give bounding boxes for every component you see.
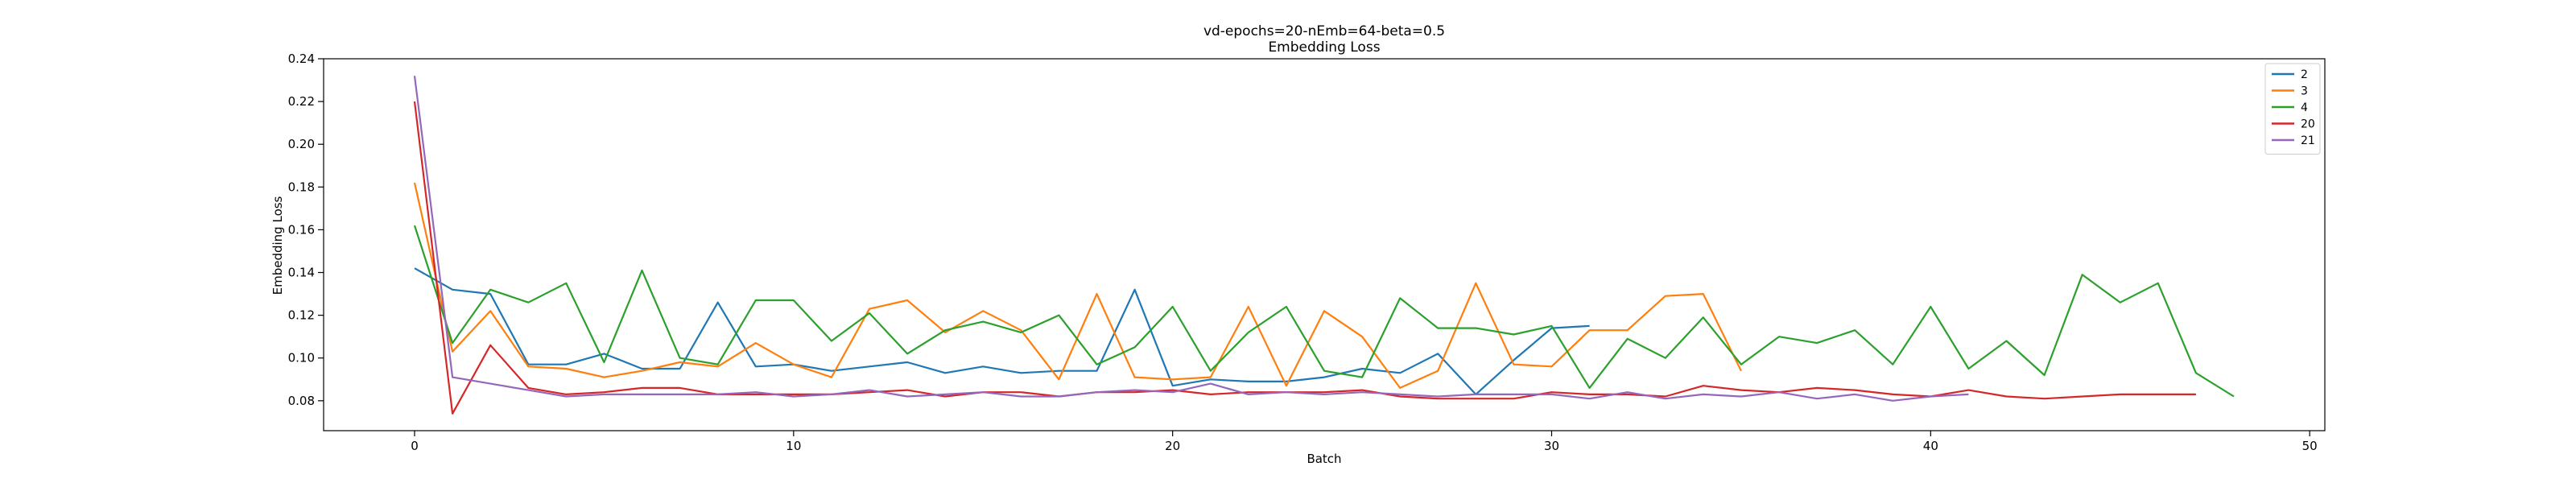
series-line-20 [413, 101, 2196, 415]
y-axis-label: Embedding Loss [270, 196, 285, 295]
x-tick-label: 40 [1923, 439, 1938, 453]
y-tick-label: 0.22 [288, 94, 315, 109]
y-tick-label: 0.14 [288, 266, 315, 280]
legend-box [2264, 63, 2321, 155]
y-tick-label: 0.08 [288, 394, 315, 408]
axes-frame [323, 58, 2326, 431]
x-tick-label: 30 [1544, 439, 1559, 453]
legend-label-21: 21 [2301, 134, 2315, 147]
chart-title: vd-epochs=20-nEmb=64-beta=0.5 [1203, 23, 1445, 39]
y-tick-label: 0.12 [288, 308, 315, 323]
legend-label-3: 3 [2301, 85, 2308, 98]
x-axis-label: Batch [1307, 452, 1341, 466]
y-tick-label: 0.16 [288, 222, 315, 237]
series-line-3 [413, 182, 1742, 389]
y-tick-label: 0.10 [288, 351, 315, 365]
series-line-4 [413, 225, 2235, 398]
legend-label-2: 2 [2301, 68, 2308, 81]
x-tick-label: 50 [2302, 439, 2318, 453]
y-tick-label: 0.20 [288, 137, 315, 151]
x-tick-label: 10 [786, 439, 801, 453]
chart-subtitle: Embedding Loss [1268, 39, 1380, 56]
y-tick-label: 0.24 [288, 52, 315, 66]
legend-label-4: 4 [2301, 101, 2308, 114]
series-line-21 [413, 76, 1969, 402]
x-tick-label: 0 [411, 439, 419, 453]
series-line-2 [414, 267, 1590, 395]
legend-label-20: 20 [2301, 118, 2315, 131]
legend: 2 3 4 20 21 [2264, 63, 2321, 155]
plot-area: 0 10 20 30 40 50 0.08 0.10 0.12 0.14 0.16 0.18 0.20 0… [288, 52, 2326, 453]
y-tick-label: 0.18 [288, 180, 315, 194]
x-tick-label: 20 [1165, 439, 1180, 453]
